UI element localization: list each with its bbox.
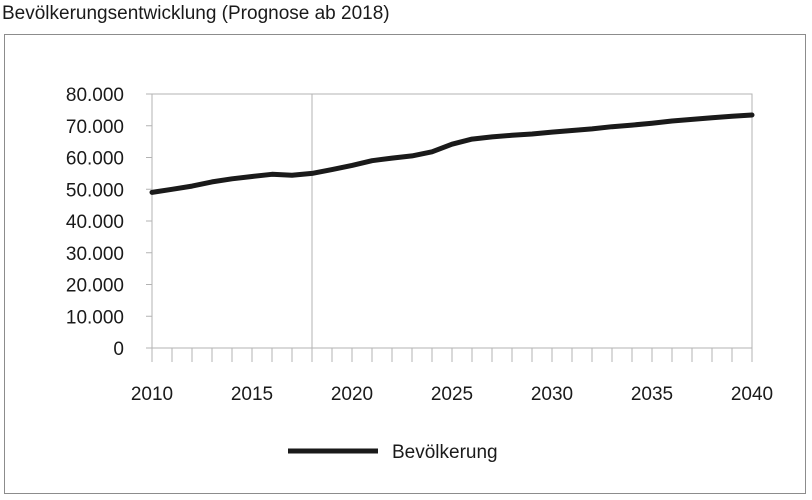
y-tick-label: 10.000 [66, 307, 124, 328]
y-tick-label: 40.000 [66, 212, 124, 233]
y-tick-label: 70.000 [66, 117, 124, 138]
series-line-bevölkerung [149, 112, 755, 195]
y-tick-label: 80.000 [66, 85, 124, 106]
chart-frame [4, 34, 806, 494]
x-tick-label: 2030 [531, 384, 573, 405]
x-tick-label: 2015 [231, 384, 273, 405]
chart-title: Bevölkerungsentwicklung (Prognose ab 201… [2, 3, 390, 24]
y-tick-label: 0 [113, 339, 124, 360]
y-tick-label: 20.000 [66, 276, 124, 297]
x-tick-label: 2025 [431, 384, 473, 405]
x-tick-label: 2020 [331, 384, 373, 405]
plot-area-border [151, 93, 753, 349]
x-tick-label: 2010 [131, 384, 173, 405]
x-tick-label: 2035 [631, 384, 673, 405]
y-tick-label: 60.000 [66, 149, 124, 170]
legend-label: Bevölkerung [392, 442, 498, 463]
y-tick-label: 30.000 [66, 244, 124, 265]
y-tick-label: 50.000 [66, 180, 124, 201]
x-tick-label: 2040 [731, 384, 773, 405]
